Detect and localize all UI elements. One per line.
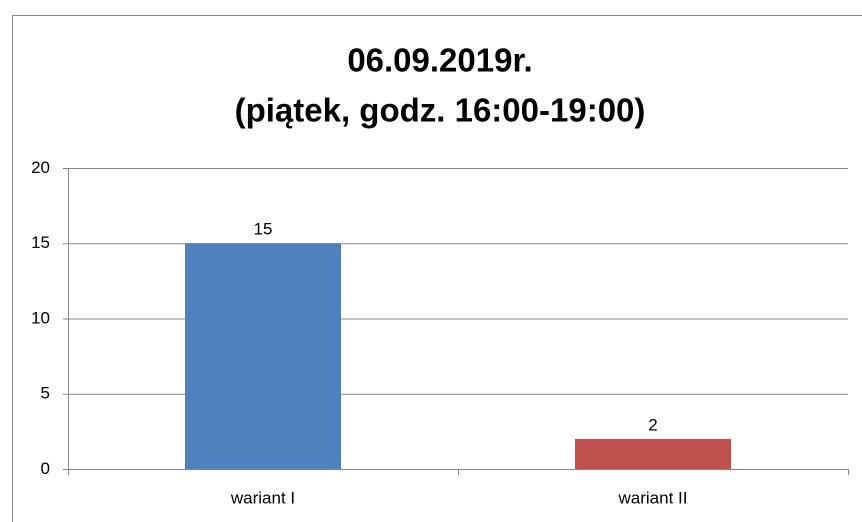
y-tick-label: 0 [41,459,50,478]
chart-border [12,15,862,522]
data-label: 2 [648,415,657,434]
y-tick-label: 5 [41,384,50,403]
y-tick-label: 15 [31,233,50,252]
bar [575,438,731,469]
bar [185,243,341,469]
y-tick-label: 10 [31,308,50,327]
x-tick-label: wariant I [230,488,295,507]
chart-title: (piątek, godz. 16:00-19:00) [235,92,646,129]
chart-title: 06.09.2019r. [347,42,532,79]
y-tick-label: 20 [31,158,50,177]
x-tick-label: wariant II [618,488,688,507]
data-label: 15 [254,220,273,239]
